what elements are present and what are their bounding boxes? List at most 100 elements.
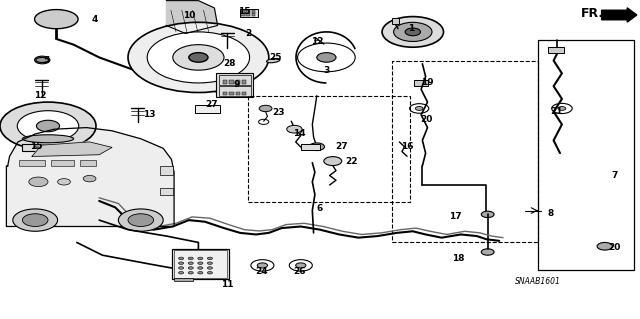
Bar <box>248 96 410 202</box>
Circle shape <box>481 211 494 218</box>
Bar <box>22 144 58 151</box>
Circle shape <box>13 209 58 231</box>
Text: 27: 27 <box>335 142 348 151</box>
Text: 20: 20 <box>420 115 433 124</box>
Ellipse shape <box>266 58 280 63</box>
Circle shape <box>257 263 268 268</box>
Bar <box>195 105 220 113</box>
Circle shape <box>198 271 203 274</box>
Circle shape <box>287 125 302 133</box>
Text: 5: 5 <box>44 56 50 65</box>
Circle shape <box>207 267 212 269</box>
Circle shape <box>128 22 269 93</box>
Text: 10: 10 <box>183 11 196 20</box>
Circle shape <box>309 143 324 151</box>
Circle shape <box>296 263 306 268</box>
Text: 11: 11 <box>221 280 234 289</box>
Circle shape <box>382 17 444 47</box>
Text: 2: 2 <box>245 29 252 38</box>
Text: 3: 3 <box>323 66 330 75</box>
Text: 15: 15 <box>30 142 43 151</box>
Bar <box>174 250 227 278</box>
Bar <box>219 75 251 85</box>
Polygon shape <box>6 128 174 226</box>
Circle shape <box>198 257 203 260</box>
Text: 1: 1 <box>408 24 414 33</box>
Circle shape <box>179 267 184 269</box>
Circle shape <box>324 157 342 166</box>
Text: 7: 7 <box>611 171 618 180</box>
Circle shape <box>128 214 154 226</box>
Bar <box>223 92 227 95</box>
Text: 12: 12 <box>34 91 47 100</box>
Circle shape <box>188 262 193 264</box>
Circle shape <box>118 209 163 231</box>
Circle shape <box>207 262 212 264</box>
Bar <box>414 80 428 86</box>
Text: 26: 26 <box>293 267 306 276</box>
Circle shape <box>198 262 203 264</box>
Circle shape <box>189 53 208 62</box>
Text: 27: 27 <box>205 100 218 109</box>
Text: 23: 23 <box>272 108 285 117</box>
Circle shape <box>179 257 184 260</box>
Bar <box>80 160 96 166</box>
Bar <box>216 73 253 97</box>
Bar <box>392 61 538 242</box>
Text: 6: 6 <box>316 204 323 213</box>
Text: 22: 22 <box>346 157 358 166</box>
Bar <box>301 144 320 150</box>
Text: 12: 12 <box>311 37 324 46</box>
Circle shape <box>597 242 612 250</box>
Circle shape <box>36 120 60 132</box>
Bar <box>219 86 251 96</box>
Bar <box>236 92 240 95</box>
Bar <box>242 92 246 95</box>
Circle shape <box>207 257 212 260</box>
Polygon shape <box>32 142 112 156</box>
Text: 13: 13 <box>143 110 156 119</box>
Circle shape <box>405 28 420 36</box>
Circle shape <box>29 177 48 187</box>
Circle shape <box>173 45 224 70</box>
Bar <box>160 188 173 195</box>
Bar <box>172 249 229 279</box>
Circle shape <box>17 111 79 141</box>
Circle shape <box>147 32 250 83</box>
Circle shape <box>394 22 432 41</box>
Bar <box>242 80 246 84</box>
Bar <box>51 160 74 166</box>
Text: 16: 16 <box>401 142 413 151</box>
Circle shape <box>207 271 212 274</box>
Circle shape <box>35 56 50 64</box>
Bar <box>241 10 245 13</box>
Circle shape <box>179 271 184 274</box>
FancyArrow shape <box>602 8 637 22</box>
Ellipse shape <box>35 10 78 29</box>
Bar <box>538 40 634 270</box>
Circle shape <box>317 53 336 62</box>
Bar <box>240 9 258 17</box>
Text: SNAAB1601: SNAAB1601 <box>515 277 561 286</box>
Circle shape <box>0 102 96 150</box>
Circle shape <box>188 267 193 269</box>
Text: 19: 19 <box>420 78 433 87</box>
Text: 18: 18 <box>452 254 465 263</box>
Bar <box>548 47 564 53</box>
Circle shape <box>259 105 272 112</box>
Bar <box>236 80 240 84</box>
Bar <box>160 166 173 175</box>
Bar <box>246 10 250 13</box>
Text: 28: 28 <box>223 59 236 68</box>
Text: 8: 8 <box>547 209 554 218</box>
Bar <box>241 13 245 16</box>
Text: 17: 17 <box>449 212 462 221</box>
Text: 20: 20 <box>608 243 621 252</box>
Circle shape <box>188 257 193 260</box>
Text: 4: 4 <box>92 15 98 24</box>
Bar <box>252 10 255 13</box>
Circle shape <box>558 107 566 110</box>
Bar <box>229 80 234 84</box>
Text: 24: 24 <box>255 267 268 276</box>
Circle shape <box>179 262 184 264</box>
